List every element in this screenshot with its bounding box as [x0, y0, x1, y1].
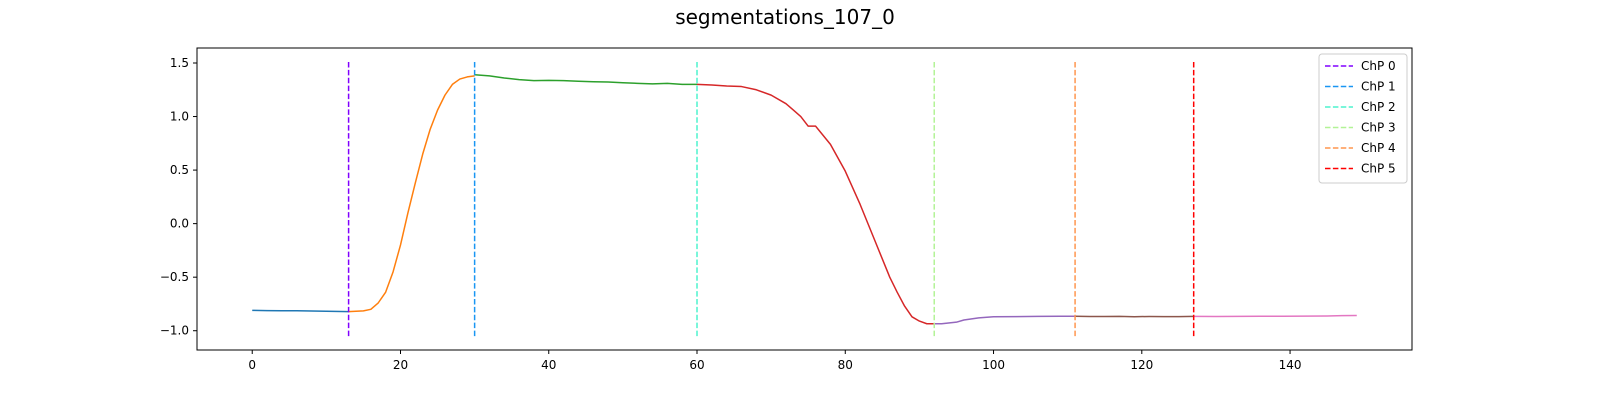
y-tick-label-0: −1.0 [160, 324, 189, 338]
x-tick-label-7: 140 [1279, 358, 1302, 372]
plot-frame [196, 47, 1413, 351]
x-tick-label-5: 100 [982, 358, 1005, 372]
legend-label-1: ChP 1 [1361, 80, 1396, 94]
y-tick-label-1: −0.5 [160, 270, 189, 284]
y-tick-label-3: 0.5 [170, 163, 189, 177]
x-tick-label-1: 20 [393, 358, 408, 372]
legend-label-5: ChP 5 [1361, 162, 1396, 176]
y-tick-label-4: 1.0 [170, 110, 189, 124]
x-tick-label-6: 120 [1130, 358, 1153, 372]
x-tick-label-2: 40 [541, 358, 556, 372]
legend-label-3: ChP 3 [1361, 121, 1396, 135]
y-tick-label-2: 0.0 [170, 217, 189, 231]
series-line-6 [1193, 314, 1357, 318]
series-line-0 [252, 309, 349, 313]
series-line-4 [934, 315, 1076, 325]
plot-area [252, 61, 1357, 337]
chart-title: segmentations_107_0 [675, 5, 895, 29]
series-line-1 [348, 75, 475, 313]
legend-label-0: ChP 0 [1361, 59, 1396, 73]
x-tick-label-4: 80 [838, 358, 853, 372]
legend-label-4: ChP 4 [1361, 141, 1396, 155]
series-line-3 [696, 83, 935, 325]
legend-label-2: ChP 2 [1361, 100, 1396, 114]
y-tick-label-5: 1.5 [170, 56, 189, 70]
x-tick-label-3: 60 [689, 358, 704, 372]
legend: ChP 0 ChP 1 ChP 2 ChP 3 ChP 4 ChP 5 [1318, 53, 1408, 184]
axes: 0 20 40 60 80 100 120 140 −1.0 −0.5 0.0 0.5 1.0 1.5 [160, 56, 1302, 372]
x-tick-label-0: 0 [248, 358, 256, 372]
series-line-2 [474, 74, 698, 86]
